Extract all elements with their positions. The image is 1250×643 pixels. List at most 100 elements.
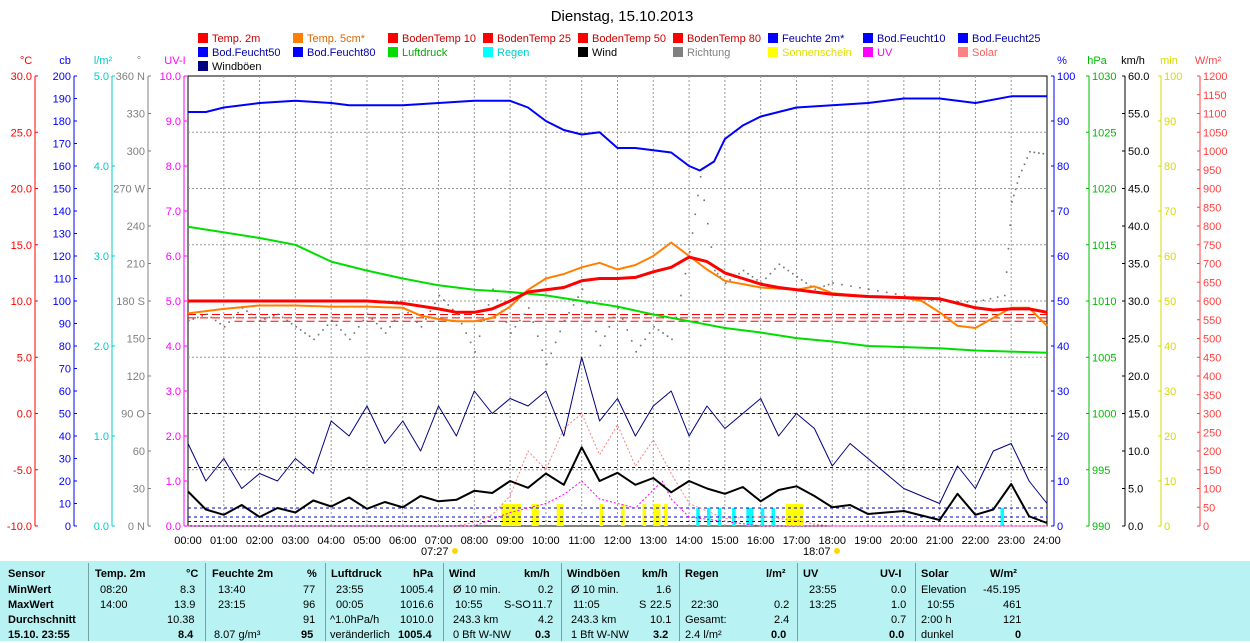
direction-dot	[769, 272, 772, 275]
axis-tick-label: 1000	[1203, 146, 1227, 158]
axis-tick-label: 2.0	[94, 341, 109, 353]
direction-dot	[246, 310, 248, 312]
direction-dot	[689, 251, 691, 253]
direction-dot	[1011, 201, 1013, 203]
axis-tick-label: 110	[53, 274, 71, 286]
boen-max-direction: S	[639, 599, 647, 611]
direction-dot	[966, 301, 969, 303]
header-uv: UV	[803, 568, 819, 580]
legend-label: Sonnenschein	[782, 47, 852, 59]
x-tick-label: 23:00	[997, 535, 1025, 547]
x-tick-label: 06:00	[389, 535, 417, 547]
axis-tick-label: 25.0	[11, 127, 32, 139]
direction-dot	[326, 324, 329, 327]
separator	[561, 563, 562, 641]
direction-dot	[456, 313, 459, 316]
feuchte-now-abs: 8.07 g/m³	[214, 629, 261, 641]
direction-dot	[1021, 169, 1023, 172]
axis-tick-label: 150	[53, 184, 71, 196]
axis-tick-label: 40	[59, 431, 71, 443]
direction-dot	[322, 329, 324, 331]
axis-tick-label: 7.0	[166, 206, 181, 218]
direction-dot	[876, 290, 879, 292]
axis-tick-label: 1015	[1092, 240, 1116, 252]
axis-tick-label: 15.0	[1128, 409, 1149, 421]
axis-tick-label: 0.0	[17, 409, 32, 421]
legend-swatch	[863, 47, 873, 57]
direction-dot	[250, 313, 253, 316]
x-tick-label: 21:00	[926, 535, 954, 547]
direction-dot	[411, 316, 414, 319]
temp-max-time: 14:00	[100, 599, 128, 611]
direction-dot	[205, 313, 208, 316]
direction-dot	[514, 326, 517, 328]
direction-dot	[577, 296, 579, 298]
data-series	[187, 95, 1048, 527]
feuchte-min-time: 13:40	[218, 584, 246, 596]
axis-tick-label: 150	[127, 334, 145, 346]
legend-label: Temp. 2m	[212, 33, 260, 45]
axis-tick-label: 6.0	[166, 251, 181, 263]
direction-dot	[850, 285, 852, 287]
axis-tick-label: 800	[1203, 221, 1221, 233]
axis-tick-label: 90	[1164, 116, 1176, 128]
direction-dot	[219, 322, 221, 325]
sunshine-bar	[599, 504, 604, 526]
direction-dot	[474, 351, 476, 353]
direction-dot	[1014, 188, 1017, 191]
legend-label: Feuchte 2m*	[782, 33, 845, 45]
luft-max-value: 1016.6	[400, 599, 434, 611]
wind-now-value: 0.3	[535, 629, 551, 641]
x-axis: 00:00 01:00 02:00 03:00 04:00 05:00 06:00 07:00…	[174, 535, 1061, 547]
direction-dot	[196, 316, 199, 319]
direction-dot	[675, 316, 678, 319]
direction-dot	[223, 326, 226, 328]
direction-dot	[259, 319, 262, 322]
direction-dot	[1018, 176, 1020, 178]
direction-dot	[930, 299, 933, 302]
direction-dot	[519, 319, 521, 322]
separator	[325, 563, 326, 641]
weather-chart: Dienstag, 15.10.2013 Temp. 2m Temp. 5cm* B…	[7, 8, 1228, 558]
regen-max-value: 0.2	[774, 599, 790, 611]
axis-tick-label: 25.0	[1128, 334, 1149, 346]
legend-swatch	[198, 47, 208, 57]
series-windb-en	[187, 356, 1048, 504]
temp-now-value: 8.4	[178, 629, 194, 641]
direction-dot	[447, 304, 450, 306]
header-wind-unit: km/h	[524, 568, 550, 580]
axis-tick-label: 20	[1057, 431, 1069, 443]
direction-dot	[255, 316, 257, 319]
uv-max-time: 13:25	[809, 599, 837, 611]
axis-tick-label: 0.0	[1128, 521, 1143, 533]
direction-dot	[366, 313, 369, 316]
header-temp-unit: °C	[186, 568, 199, 580]
wind-now-label: 0 Bft W-NW	[453, 629, 511, 641]
axis-tick-label: 300	[1203, 409, 1221, 421]
header-uv-unit: UV-I	[880, 568, 902, 580]
x-tick-label: 10:00	[532, 535, 560, 547]
temp-min-value: 8.3	[180, 584, 196, 596]
axis-tick-label: 5.0	[166, 296, 181, 308]
direction-dot	[429, 310, 432, 312]
direction-dot	[492, 288, 494, 291]
direction-dot	[989, 297, 992, 300]
direction-dot	[787, 269, 790, 272]
direction-dot	[613, 316, 615, 319]
luft-min-time: 23:55	[336, 584, 364, 596]
sunshine-bar	[531, 504, 539, 526]
separator	[797, 563, 798, 641]
direction-dot	[416, 321, 418, 323]
axis-tick-label: 50	[1057, 296, 1069, 308]
legend-label: BodenTemp 50	[592, 33, 666, 45]
axis-unit: %	[1057, 55, 1067, 67]
left-axes: °C 30.0 25.0 20.0 15.0 10.0 5.0 0.0 -5.0 -10.0 cb 2…	[7, 55, 187, 533]
sunset-icon	[834, 548, 840, 554]
axis-tick-label: 50	[1164, 296, 1176, 308]
direction-dot	[1029, 151, 1031, 153]
x-tick-label: 01:00	[210, 535, 238, 547]
direction-dot	[694, 213, 697, 216]
axis-tick-label: 70	[1057, 206, 1069, 218]
sunshine-bar	[785, 504, 804, 526]
direction-dot	[358, 326, 360, 328]
